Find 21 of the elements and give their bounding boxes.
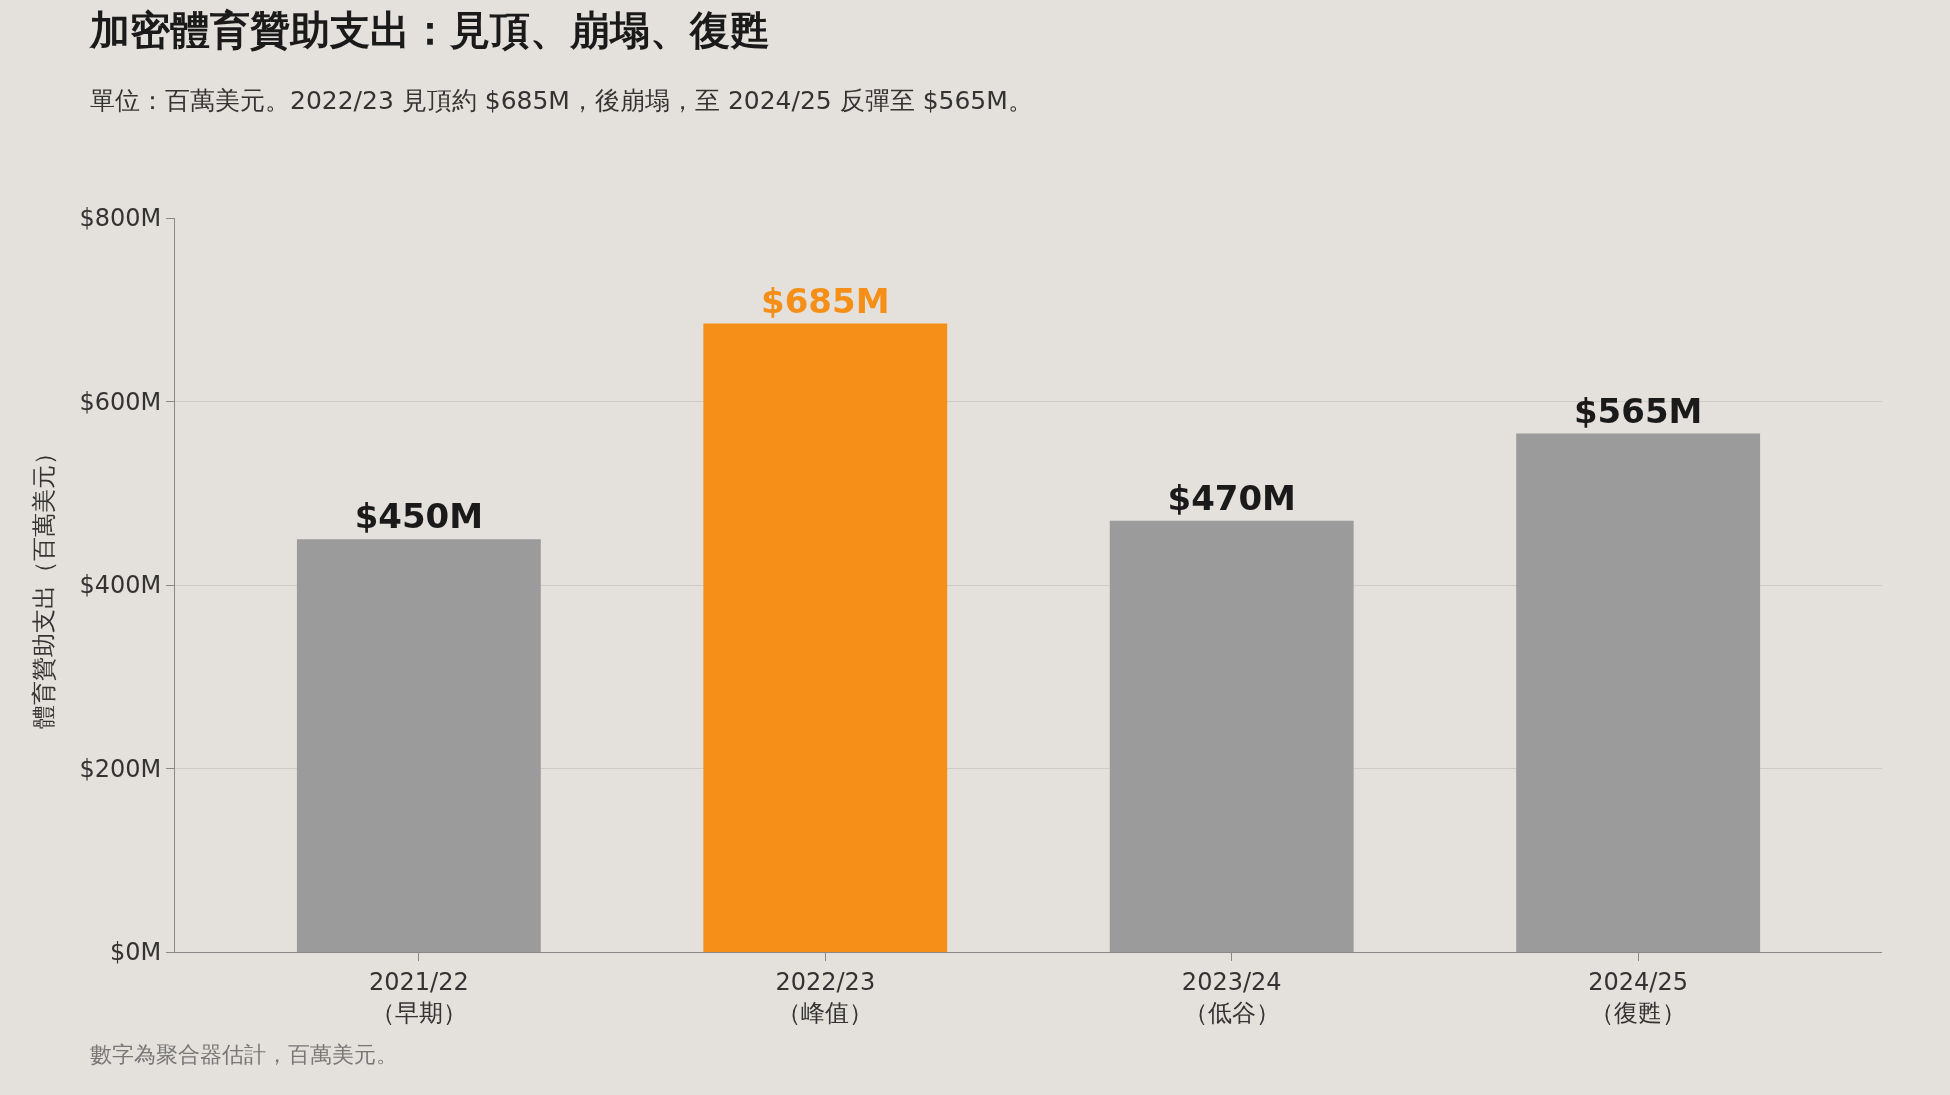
data-label: $450M: [354, 496, 484, 537]
data-label: $565M: [1573, 390, 1703, 431]
y-tick-label: $800M: [79, 204, 162, 233]
data-label: $685M: [761, 280, 890, 321]
y-tick-label: $600M: [79, 387, 162, 416]
bar: [1516, 433, 1761, 952]
y-axis-title: 體育贊助支出（百萬美元）: [29, 441, 58, 729]
data-label: $470M: [1167, 477, 1296, 518]
x-tick-label: 2023/24 （低谷）: [1181, 967, 1282, 1027]
x-tick-label: 2024/25 （復甦）: [1588, 967, 1688, 1027]
bar: [703, 323, 948, 952]
y-tick-label: $400M: [79, 571, 162, 600]
text: 數字為聚合器估計，百萬美元。: [90, 1042, 398, 1067]
x-tick-label: 2022/23 （峰值）: [775, 967, 876, 1027]
chart-subtitle: 單位：百萬美元。2022/23 見頂約 $685M，後崩塌，至 2024/25 反彈至 $565M。: [90, 86, 1033, 115]
chart-title: 加密體育贊助支出：見頂、崩塌、復甦: [88, 7, 770, 54]
bar: [1109, 520, 1354, 952]
y-tick-label: $200M: [79, 754, 162, 783]
x-tick-label: 2021/22 （早期）: [369, 967, 469, 1027]
bar: [296, 539, 541, 952]
y-tick-label: $0M: [109, 938, 162, 967]
